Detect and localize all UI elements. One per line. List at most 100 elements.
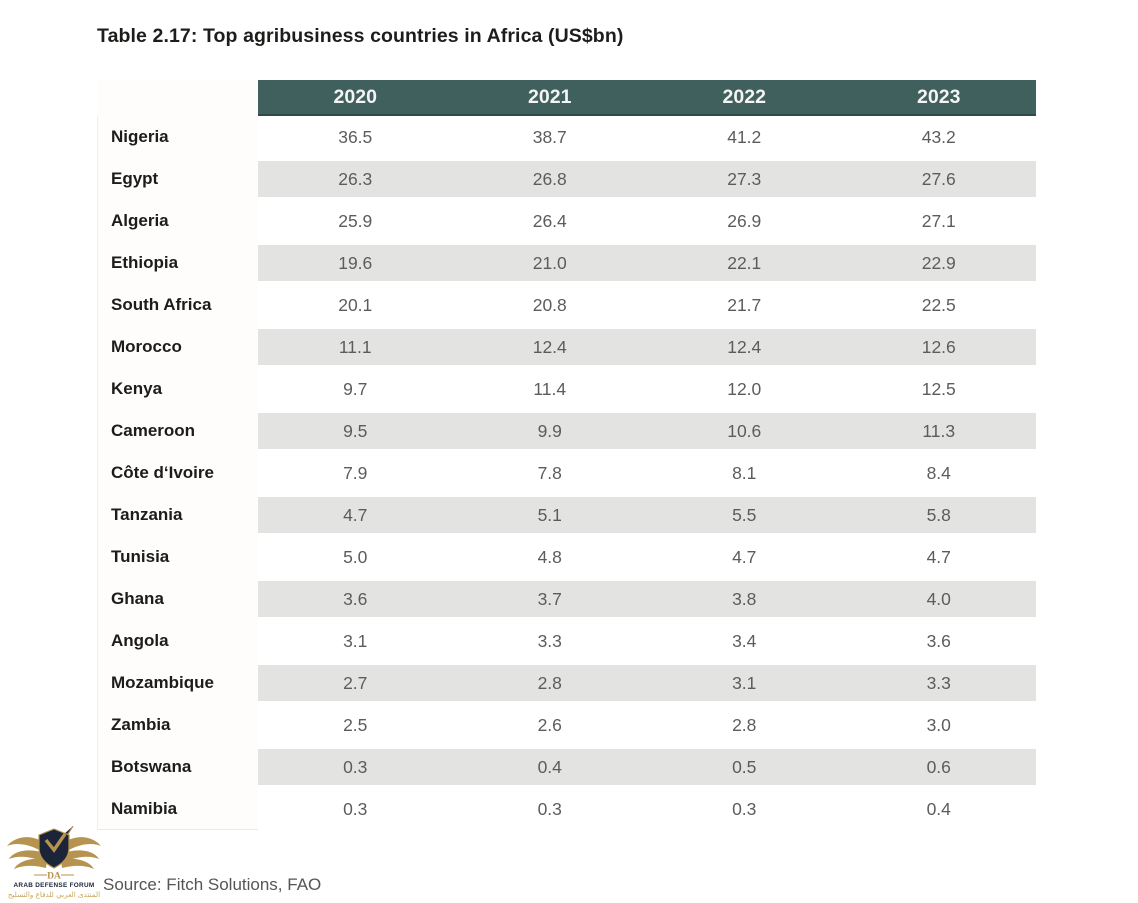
country-label: Tunisia <box>97 536 258 578</box>
value-cell: 12.4 <box>532 336 567 357</box>
value-band: 19.6 21.0 22.1 22.9 <box>258 245 1036 281</box>
value-cell: 21.0 <box>532 252 567 273</box>
value-cell: 7.9 <box>343 462 368 483</box>
value-cell: 0.6 <box>926 756 951 777</box>
table-row: Namibia 0.3 0.3 0.3 0.4 <box>97 788 1036 830</box>
value-cell: 11.1 <box>338 336 372 357</box>
table-row: Cameroon 9.5 9.9 10.6 11.3 <box>97 410 1036 452</box>
table-row: Algeria 25.9 26.4 26.9 27.1 <box>97 200 1036 242</box>
value-cell: 0.3 <box>537 798 562 819</box>
table-row: South Africa 20.1 20.8 21.7 22.5 <box>97 284 1036 326</box>
country-label: South Africa <box>97 284 258 326</box>
value-cell: 3.3 <box>537 630 562 651</box>
country-label: Morocco <box>97 326 258 368</box>
value-cell: 11.3 <box>922 420 956 441</box>
table-row: Zambia 2.5 2.6 2.8 3.0 <box>97 704 1036 746</box>
value-cell: 5.0 <box>343 546 368 567</box>
value-cell: 0.4 <box>537 756 562 777</box>
value-cell: 2.5 <box>343 714 368 735</box>
arab-defense-forum-logo: DA ARAB DEFENSE FORUM المنتدى العربي للد… <box>7 826 101 899</box>
logo-name-en: ARAB DEFENSE FORUM <box>13 882 94 889</box>
country-label: Algeria <box>97 200 258 242</box>
value-cell: 26.4 <box>532 210 567 231</box>
country-label: Namibia <box>97 788 258 830</box>
logo-name-ar: المنتدى العربي للدفاع والتسليح <box>8 890 100 899</box>
value-band: 20.1 20.8 21.7 22.5 <box>258 287 1036 323</box>
value-band: 9.7 11.4 12.0 12.5 <box>258 371 1036 407</box>
value-cell: 27.6 <box>921 168 956 189</box>
value-cell: 12.5 <box>921 378 956 399</box>
value-cell: 10.6 <box>727 420 762 441</box>
country-label: Côte d‘Ivoire <box>97 452 258 494</box>
value-cell: 26.3 <box>338 168 373 189</box>
value-cell: 3.1 <box>343 630 368 651</box>
value-band: 0.3 0.4 0.5 0.6 <box>258 749 1036 785</box>
country-label: Zambia <box>97 704 258 746</box>
value-cell: 2.7 <box>343 672 368 693</box>
value-cell: 9.9 <box>537 420 562 441</box>
value-cell: 2.8 <box>732 714 757 735</box>
value-cell: 12.4 <box>727 336 762 357</box>
value-cell: 36.5 <box>338 126 373 147</box>
value-cell: 11.4 <box>533 378 567 399</box>
value-cell: 8.1 <box>732 462 757 483</box>
value-cell: 8.4 <box>926 462 951 483</box>
value-cell: 2.8 <box>537 672 562 693</box>
year-header: 2022 <box>722 85 766 108</box>
table-title: Table 2.17: Top agribusiness countries i… <box>97 25 624 47</box>
value-cell: 3.3 <box>926 672 951 693</box>
value-cell: 4.7 <box>343 504 368 525</box>
country-label: Ethiopia <box>97 242 258 284</box>
value-cell: 22.1 <box>727 252 762 273</box>
shield-icon <box>38 826 74 869</box>
table-row: Côte d‘Ivoire 7.9 7.8 8.1 8.4 <box>97 452 1036 494</box>
value-cell: 27.3 <box>727 168 762 189</box>
value-cell: 4.7 <box>732 546 757 567</box>
source-note: Source: Fitch Solutions, FAO <box>103 875 322 894</box>
value-cell: 3.0 <box>926 714 951 735</box>
year-header-group: 2020 2021 2022 2023 <box>258 80 1036 116</box>
value-cell: 3.7 <box>537 588 562 609</box>
value-cell: 0.5 <box>732 756 757 777</box>
value-cell: 9.7 <box>343 378 368 399</box>
value-cell: 38.7 <box>532 126 567 147</box>
value-band: 25.9 26.4 26.9 27.1 <box>258 203 1036 239</box>
value-band: 4.7 5.1 5.5 5.8 <box>258 497 1036 533</box>
country-label: Mozambique <box>97 662 258 704</box>
value-band: 7.9 7.8 8.1 8.4 <box>258 455 1036 491</box>
value-cell: 22.9 <box>921 252 956 273</box>
country-label: Ghana <box>97 578 258 620</box>
value-band: 0.3 0.3 0.3 0.4 <box>258 791 1036 827</box>
value-cell: 12.0 <box>727 378 762 399</box>
value-cell: 20.8 <box>532 294 567 315</box>
table-row: Mozambique 2.7 2.8 3.1 3.3 <box>97 662 1036 704</box>
value-cell: 25.9 <box>338 210 373 231</box>
country-label: Angola <box>97 620 258 662</box>
value-cell: 12.6 <box>921 336 956 357</box>
value-cell: 5.5 <box>732 504 757 525</box>
table-row: Nigeria 36.5 38.7 41.2 43.2 <box>97 116 1036 158</box>
table-header-row: 2020 2021 2022 2023 <box>97 80 1036 116</box>
agribusiness-table: 2020 2021 2022 2023 Nigeria 36.5 38.7 41.2 43.2… <box>97 80 1036 830</box>
value-cell: 41.2 <box>727 126 762 147</box>
value-cell: 27.1 <box>921 210 956 231</box>
value-cell: 3.8 <box>732 588 757 609</box>
value-cell: 3.1 <box>732 672 757 693</box>
value-cell: 0.3 <box>732 798 757 819</box>
value-band: 36.5 38.7 41.2 43.2 <box>258 119 1036 155</box>
value-cell: 20.1 <box>338 294 373 315</box>
value-cell: 22.5 <box>921 294 956 315</box>
header-spacer-cell <box>97 80 258 116</box>
value-band: 3.6 3.7 3.8 4.0 <box>258 581 1036 617</box>
value-cell: 9.5 <box>343 420 368 441</box>
table-row: Tunisia 5.0 4.8 4.7 4.7 <box>97 536 1036 578</box>
country-label: Nigeria <box>97 116 258 158</box>
year-header: 2020 <box>333 85 377 108</box>
value-cell: 2.6 <box>537 714 562 735</box>
value-cell: 0.3 <box>343 756 368 777</box>
table-row: Kenya 9.7 11.4 12.0 12.5 <box>97 368 1036 410</box>
value-cell: 3.6 <box>926 630 951 651</box>
value-cell: 21.7 <box>727 294 762 315</box>
value-cell: 26.8 <box>532 168 567 189</box>
